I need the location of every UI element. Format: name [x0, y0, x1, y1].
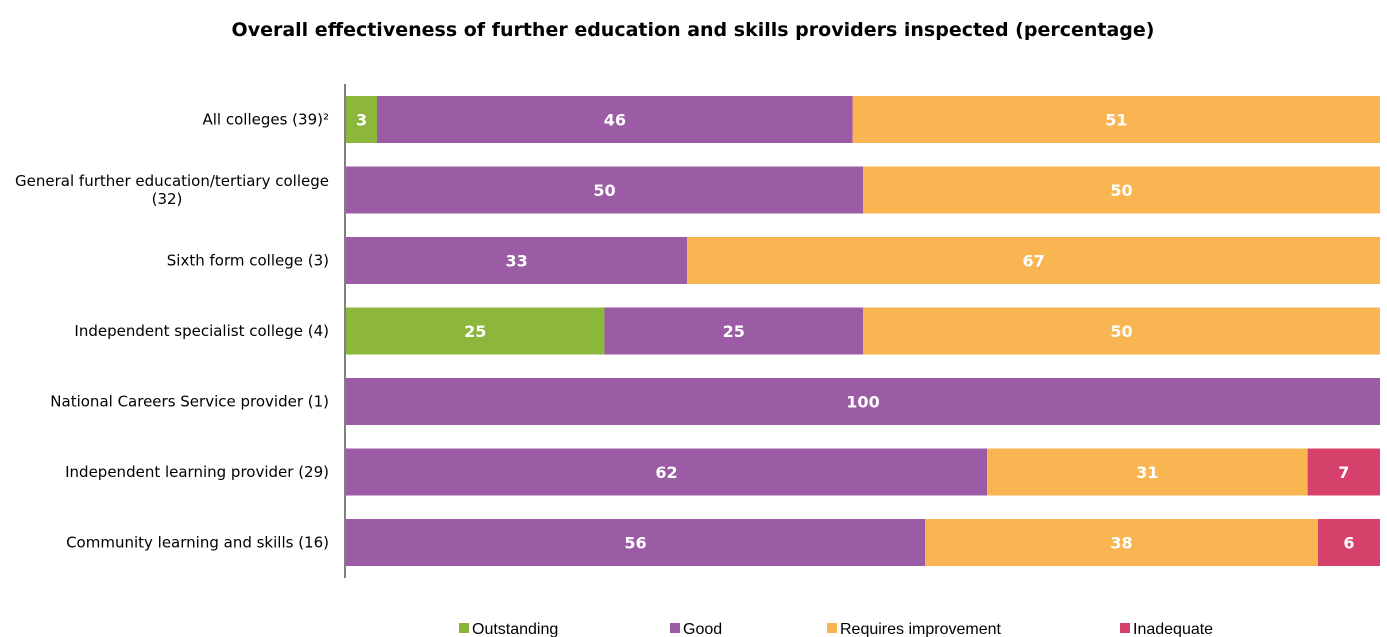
bar-segment-requires-improvement [863, 166, 1380, 214]
data-label: 56 [624, 534, 646, 553]
category-label-line: Sixth form college (3) [167, 252, 329, 270]
legend-swatch-requires-improvement [827, 623, 837, 633]
category-label: General further education/tertiary colle… [15, 172, 329, 208]
bar-segment-inadequate [1317, 519, 1380, 566]
bar-segment-good [346, 237, 688, 284]
bars: 3 46 51 50 50 33 67 25 25 50 100 62 31 7 56 38 6 [346, 96, 1380, 566]
bar-segment-good [346, 378, 1380, 425]
category-labels: All colleges (39)² General further educat… [15, 111, 329, 552]
category-label: National Careers Service provider (1) [50, 393, 329, 411]
legend-label-good: Good [683, 621, 722, 637]
data-label: 100 [846, 393, 879, 412]
category-label: All colleges (39)² [203, 111, 330, 129]
bar-segment-outstanding [346, 96, 378, 143]
category-label: Independent learning provider (29) [65, 463, 329, 481]
data-label: 6 [1343, 534, 1354, 553]
data-label: 62 [655, 463, 677, 482]
data-label: 50 [593, 181, 615, 200]
data-label: 25 [723, 322, 745, 341]
category-label: Sixth form college (3) [167, 252, 329, 270]
bar-segment-good [346, 166, 863, 214]
category-label-line: General further education/tertiary colle… [15, 172, 329, 190]
legend-swatch-inadequate [1120, 623, 1130, 633]
legend: Outstanding Good Requires improvement Inade… [459, 621, 1213, 637]
category-label-line: Community learning and skills (16) [66, 534, 329, 552]
data-label: 7 [1338, 463, 1349, 482]
bar-segment-inadequate [1307, 448, 1380, 496]
legend-label-requires-improvement: Requires improvement [840, 621, 1002, 637]
data-label: 33 [505, 252, 527, 271]
data-label: 46 [604, 111, 626, 130]
legend-label-outstanding: Outstanding [472, 621, 558, 637]
legend-swatch-outstanding [459, 623, 469, 633]
bar-segment-requires-improvement [987, 448, 1308, 496]
data-label: 3 [356, 111, 367, 130]
category-label-line: All colleges (39)² [203, 111, 330, 129]
category-label-line: National Careers Service provider (1) [50, 393, 329, 411]
bar-segment-good [604, 307, 863, 355]
data-label: 50 [1110, 181, 1132, 200]
bar-segment-outstanding [346, 307, 605, 355]
bar-segment-good [346, 448, 988, 496]
bar-segment-requires-improvement [852, 96, 1380, 143]
bar-segment-good [346, 519, 926, 566]
data-label: 31 [1136, 463, 1158, 482]
bar-segment-requires-improvement [925, 519, 1318, 566]
data-label: 67 [1022, 252, 1044, 271]
legend-label-inadequate: Inadequate [1133, 621, 1213, 637]
data-label: 50 [1110, 322, 1132, 341]
category-label-line: Independent learning provider (29) [65, 463, 329, 481]
category-label: Independent specialist college (4) [74, 322, 329, 340]
bar-segment-good [377, 96, 853, 143]
data-label: 51 [1105, 111, 1127, 130]
bar-segment-requires-improvement [863, 307, 1380, 355]
category-label-line: Independent specialist college (4) [74, 322, 329, 340]
data-label: 25 [464, 322, 486, 341]
chart-title: Overall effectiveness of further educati… [232, 19, 1155, 41]
category-label-line: (32) [152, 190, 183, 208]
category-label: Community learning and skills (16) [66, 534, 329, 552]
bar-segment-requires-improvement [687, 237, 1380, 284]
legend-swatch-good [670, 623, 680, 633]
data-label: 38 [1110, 534, 1132, 553]
